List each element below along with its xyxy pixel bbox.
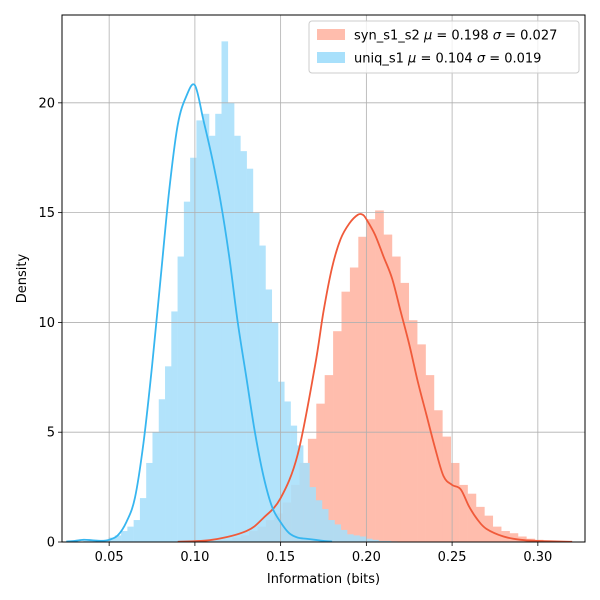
y-tick-label: 10 — [38, 316, 55, 331]
histogram-bar — [190, 157, 197, 542]
histogram-bars — [83, 41, 578, 542]
histogram-bar — [158, 399, 166, 542]
histogram-bar — [165, 366, 172, 542]
histogram-bar — [375, 210, 384, 542]
histogram-bar — [171, 311, 178, 542]
x-tick-label: 0.30 — [523, 550, 552, 565]
legend-swatch-uniq_s1 — [317, 52, 345, 63]
legend-entry-uniq_s1: uniq_s1 μ = 0.104 σ = 0.019 — [354, 52, 541, 67]
histogram-bar — [202, 113, 210, 542]
histogram-bar — [133, 520, 141, 542]
x-tick-label: 0.05 — [95, 550, 124, 565]
histogram-bar — [425, 375, 435, 542]
histogram-bar — [246, 168, 254, 542]
x-axis-label: Information (bits) — [267, 572, 380, 587]
legend-entry-syn_s1_s2: syn_s1_s2 μ = 0.198 σ = 0.027 — [354, 29, 557, 44]
histogram-bar — [334, 524, 342, 542]
histogram-bar — [146, 462, 153, 542]
y-tick-label: 20 — [38, 96, 55, 111]
histogram-bar — [284, 401, 291, 542]
histogram-bar — [359, 536, 367, 542]
histogram-bar — [252, 212, 260, 542]
histogram-bar — [333, 331, 342, 542]
y-tick-label: 0 — [47, 536, 55, 551]
histogram-bar — [183, 201, 191, 542]
histogram-bar — [408, 320, 418, 542]
histogram-bar — [349, 267, 359, 542]
legend: syn_s1_s2 μ = 0.198 σ = 0.027 uniq_s1 μ =… — [308, 20, 580, 74]
histogram-bar — [127, 526, 134, 542]
histogram-bar — [417, 344, 426, 542]
histogram-bar — [391, 256, 401, 542]
histogram-bar — [509, 533, 519, 542]
histogram-bar — [353, 535, 360, 542]
histogram-bar — [459, 484, 468, 542]
kde-line-uniq_s1 — [66, 83, 333, 542]
histogram-bar — [89, 540, 97, 542]
histogram-bar — [384, 540, 392, 542]
histogram-bar — [400, 282, 410, 542]
histogram-bar — [277, 381, 285, 542]
histogram-bar — [234, 135, 241, 542]
legend-box — [308, 20, 580, 74]
histogram-bar — [347, 534, 354, 542]
histogram-bar — [315, 500, 323, 542]
histogram-bar — [442, 436, 452, 542]
x-tick-label: 0.25 — [438, 550, 467, 565]
histogram-bar — [259, 245, 266, 542]
kde-curves — [66, 83, 573, 542]
histogram-bar — [152, 432, 160, 542]
y-axis-ticks: 0 5 10 15 20 — [38, 96, 62, 551]
bars-uniq_s1 — [83, 41, 404, 542]
histogram-bar — [358, 236, 368, 542]
histogram-bar — [114, 535, 122, 542]
histogram-bar — [303, 462, 310, 542]
histogram-bar — [378, 540, 385, 542]
plot-area-frame — [61, 14, 586, 543]
kde-line-syn_s1_s2 — [177, 213, 573, 542]
histogram-bar — [328, 520, 335, 542]
histogram-bar — [208, 135, 216, 542]
histogram-bar — [316, 403, 325, 542]
histogram-bar — [177, 256, 185, 542]
histogram-bar — [221, 41, 229, 542]
histogram-bar — [340, 529, 348, 542]
legend-swatch-syn_s1_s2 — [317, 29, 345, 40]
histogram-bar — [484, 515, 494, 542]
histogram-bar — [321, 509, 329, 542]
y-tick-label: 15 — [38, 206, 55, 221]
histogram-bar — [383, 234, 393, 542]
histogram-bar — [372, 539, 379, 542]
histogram-bar — [265, 289, 273, 542]
histogram-bar — [341, 291, 351, 542]
histogram-bar — [309, 487, 316, 542]
histogram-bar — [450, 462, 460, 542]
histogram-bar — [121, 531, 128, 542]
histogram-bar — [433, 410, 443, 542]
histogram-bar — [467, 493, 477, 542]
histogram-bar — [83, 540, 91, 542]
x-tick-label: 0.15 — [266, 550, 295, 565]
y-tick-label: 5 — [47, 426, 55, 441]
histogram-bar — [365, 538, 373, 542]
x-tick-label: 0.10 — [180, 550, 209, 565]
histogram-bar — [139, 498, 147, 542]
histogram-bar — [290, 425, 298, 542]
histogram-bar — [240, 151, 247, 542]
x-axis-ticks: 0.05 0.10 0.15 0.20 0.25 0.30 — [95, 542, 552, 565]
y-axis-label: Density — [15, 253, 30, 303]
histogram-bar — [196, 120, 203, 542]
histogram-bar — [324, 375, 334, 542]
histogram-bar — [366, 219, 376, 542]
x-tick-label: 0.20 — [352, 550, 381, 565]
histogram-bar — [215, 113, 222, 542]
histogram-bar — [296, 445, 304, 542]
